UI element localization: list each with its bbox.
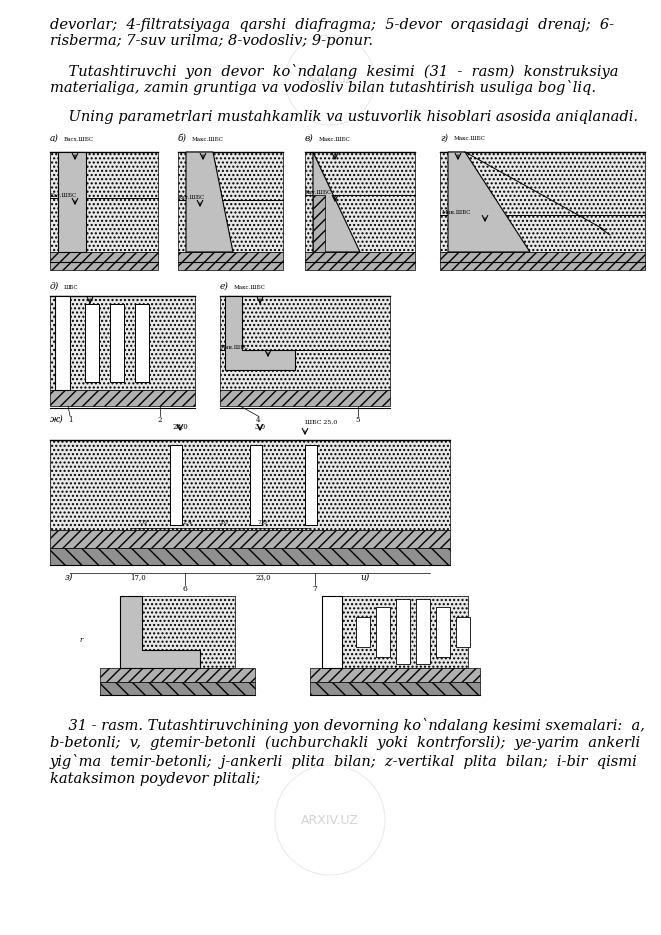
Text: 7: 7: [313, 585, 317, 593]
Text: 1: 1: [67, 416, 72, 424]
Bar: [416, 599, 430, 664]
Polygon shape: [120, 596, 200, 668]
Text: 17,0: 17,0: [130, 573, 145, 581]
Bar: [456, 617, 470, 647]
Bar: [436, 607, 450, 657]
Bar: [305, 152, 415, 252]
Bar: [440, 252, 645, 270]
Text: 5: 5: [356, 416, 360, 424]
Text: 7,0: 7,0: [258, 520, 268, 525]
Text: Мин.ШБС: Мин.ШБС: [220, 345, 249, 350]
Text: Макс.ШБС: Макс.ШБС: [454, 136, 486, 141]
Text: Макс.ШБС: Макс.ШБС: [234, 285, 266, 290]
Bar: [313, 195, 325, 252]
Bar: [110, 304, 124, 382]
Bar: [58, 152, 86, 252]
Bar: [50, 152, 158, 252]
Bar: [178, 152, 283, 252]
Text: 2: 2: [158, 416, 162, 424]
Bar: [376, 607, 390, 657]
Text: ARXIV.UZ: ARXIV.UZ: [307, 75, 352, 85]
Text: Кат.ШБС: Кат.ШБС: [50, 193, 77, 198]
Bar: [100, 668, 255, 682]
Bar: [50, 252, 158, 270]
Text: kataksimon poydevor plitali;: kataksimon poydevor plitali;: [50, 772, 260, 786]
Text: г): г): [440, 134, 448, 143]
Text: Tutashtiruvchi  yon  devor  ko`ndalang  kesimi  (31  -  rasm)  konstruksiya: Tutashtiruvchi yon devor ko`ndalang kesi…: [50, 64, 619, 79]
Text: з): з): [65, 573, 73, 582]
Bar: [322, 596, 468, 668]
Text: Uning parametrlari mustahkamlik va ustuvorlik hisoblari asosida aniqlanadi.: Uning parametrlari mustahkamlik va ustuv…: [50, 110, 638, 124]
Text: ШБС: ШБС: [64, 285, 79, 290]
Text: Мин.ШБС: Мин.ШБС: [442, 210, 471, 215]
Text: Кат.ШБС: Кат.ШБС: [178, 195, 205, 200]
Polygon shape: [186, 152, 233, 252]
Bar: [50, 530, 450, 548]
Text: а): а): [50, 134, 59, 143]
Text: 31 - rasm. Tutashtiruvchining yon devorning ko`ndalang kesimi sxemalari:  a,: 31 - rasm. Tutashtiruvchining yon devorn…: [50, 718, 645, 733]
Bar: [50, 296, 195, 390]
Bar: [50, 440, 450, 530]
Text: е): е): [220, 282, 229, 291]
Bar: [220, 296, 390, 390]
Text: Васх.ШБС: Васх.ШБС: [64, 137, 94, 142]
Text: ШБС 25,0: ШБС 25,0: [305, 420, 337, 425]
Bar: [322, 596, 342, 668]
Bar: [120, 596, 235, 668]
Bar: [396, 599, 410, 664]
Bar: [170, 445, 182, 525]
Text: ARXIV.UZ: ARXIV.UZ: [301, 813, 359, 827]
Bar: [356, 617, 370, 647]
Bar: [178, 252, 283, 270]
Text: b-betonli;  v,  gtemir-betonli  (uchburchakli  yoki  kontrforsli);  ye-yarim  an: b-betonli; v, gtemir-betonli (uchburchak…: [50, 736, 640, 751]
Text: devorlar;  4-filtratsiyaga  qarshi  diafragma;  5-devor  orqasidagi  drenaj;  6-: devorlar; 4-filtratsiyaga qarshi diafrag…: [50, 18, 614, 32]
Bar: [135, 304, 149, 382]
Bar: [100, 682, 255, 695]
Text: 4: 4: [256, 416, 260, 424]
Text: 2,4: 2,4: [183, 520, 193, 525]
Bar: [305, 252, 415, 270]
Text: yig`ma  temir-betonli;  j-ankerli  plita  bilan;  z-vertikal  plita  bilan;  i-b: yig`ma temir-betonli; j-ankerli plita bi…: [50, 754, 638, 769]
Text: д): д): [50, 282, 59, 291]
Text: б): б): [178, 134, 187, 143]
Bar: [250, 445, 262, 525]
Bar: [310, 682, 480, 695]
Polygon shape: [313, 152, 360, 252]
Text: 3,0: 3,0: [218, 520, 228, 525]
Bar: [50, 390, 195, 406]
Text: Кат.ШБС: Кат.ШБС: [305, 190, 332, 195]
Text: 23,0: 23,0: [255, 573, 270, 581]
Text: в): в): [305, 134, 314, 143]
Polygon shape: [448, 152, 530, 252]
Text: 28,0: 28,0: [172, 422, 188, 430]
Bar: [310, 668, 480, 682]
Text: ж): ж): [50, 415, 63, 424]
Text: Макс.ШБС: Макс.ШБС: [192, 137, 224, 142]
Text: и): и): [360, 573, 369, 582]
Text: 3,0: 3,0: [254, 422, 266, 430]
Bar: [50, 548, 450, 565]
Bar: [440, 152, 645, 252]
Bar: [85, 304, 99, 382]
Text: r: r: [80, 636, 83, 644]
Bar: [55, 296, 70, 390]
Polygon shape: [225, 296, 295, 370]
Text: 6: 6: [182, 585, 188, 593]
Bar: [220, 390, 390, 406]
Text: 7,0: 7,0: [138, 520, 148, 525]
Text: materialiga, zamin gruntiga va vodosliv bilan tutashtirish usuliga bog`liq.: materialiga, zamin gruntiga va vodosliv …: [50, 80, 596, 95]
Text: risberma; 7-suv urilma; 8-vodosliv; 9-ponur.: risberma; 7-suv urilma; 8-vodosliv; 9-po…: [50, 34, 373, 48]
Text: Макс.ШБС: Макс.ШБС: [319, 137, 351, 142]
Bar: [305, 445, 317, 525]
